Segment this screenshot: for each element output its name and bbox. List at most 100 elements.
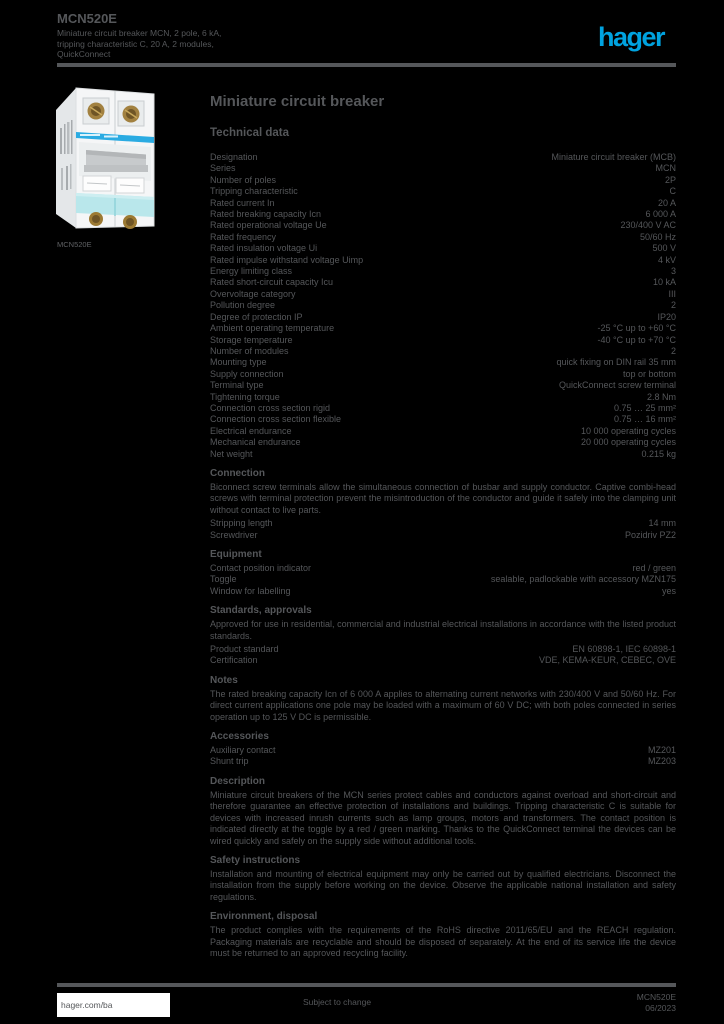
spec-label: Stripping length [210,518,273,529]
spec-label: Shunt trip [210,756,249,767]
spec-row: Rated insulation voltage Ui 500 V [210,243,676,254]
spec-row: Rated breaking capacity Icn 6 000 A [210,209,676,220]
spec-label: Tightening torque [210,391,280,402]
section: Description Miniature circuit breakers of… [210,776,676,847]
spec-label: Auxiliary contact [210,745,276,756]
spec-value: sealable, padlockable with accessory MZN… [490,574,676,585]
section-paragraph: Approved for use in residential, commerc… [210,619,676,641]
spec-label: Rated impulse withstand voltage Uimp [210,254,364,265]
spec-row: Rated current In 20 A [210,198,676,209]
spec-label: Window for labelling [210,585,291,596]
spec-value: red / green [632,563,676,573]
footer-meta-date: 06/2023 [645,1003,676,1013]
spec-value: 50/60 Hz [639,231,676,242]
spec-row: Mechanical endurance 20 000 operating cyc… [210,437,676,448]
spec-value: 0.215 kg [641,448,676,459]
spec-value: QuickConnect screw terminal [558,380,676,391]
spec-value: EN 60898-1, IEC 60898-1 [572,644,676,655]
product-image [56,87,155,229]
page-title: Miniature circuit breaker [210,93,385,110]
detail-sections: Connection Biconnect screw terminals allo… [210,468,676,959]
spec-value: 2P [664,174,676,185]
spec-row: Connection cross section flexible 0.75 … … [210,414,676,425]
section-heading: Equipment [210,549,262,560]
spec-row: Auxiliary contact MZ201 [210,745,676,756]
footer-meta-reference: MCN520E [636,992,676,1002]
section-heading: Standards, approvals [210,605,312,617]
section-heading: Accessories [210,731,269,743]
header-divider [57,63,676,67]
spec-row: Tripping characteristic C [210,186,676,197]
spec-label: Energy limiting class [210,266,293,277]
section-paragraph: Installation and mounting of electrical … [210,868,676,902]
spec-row: Tightening torque 2.8 Nm [210,392,676,403]
spec-label: Rated current In [210,197,275,208]
section-title-technical-data: Technical data [210,127,290,139]
spec-value: 20 000 operating cycles [580,437,676,448]
spec-value: 4 kV [657,254,676,265]
spec-value: MZ203 [647,756,676,767]
spec-value: top or bottom [622,368,676,379]
spec-row: Ambient operating temperature -25 °C up t… [210,323,676,334]
spec-row: Toggle sealable, padlockable with accesso… [210,574,676,585]
spec-label: Mechanical endurance [210,437,301,448]
section-paragraph: Miniature circuit breakers of the MCN se… [210,789,676,846]
section-paragraph: Biconnect screw terminals allow the simu… [210,481,676,515]
spec-label: Ambient operating temperature [210,323,335,334]
spec-value: Miniature circuit breaker (MCB) [551,152,676,162]
spec-value: yes [661,585,676,596]
spec-value: 10 000 operating cycles [580,425,676,436]
spec-label: Product standard [210,644,279,655]
spec-label: Terminal type [210,380,264,391]
spec-label: Series [210,163,236,174]
spec-row: Product standard EN 60898-1, IEC 60898-1 [210,644,676,655]
spec-value: IP20 [657,311,676,322]
spec-row: Contact position indicator red / green [210,563,676,574]
section-rows: Auxiliary contact MZ201 Shunt trip MZ203 [210,745,676,768]
section-heading: Connection [210,467,265,479]
spec-row: Screwdriver Pozidriv PZ2 [210,530,676,541]
spec-row: Series MCN [210,163,676,174]
spec-value: 6 000 A [645,209,676,220]
footer-meta: MCN520E 06/2023 [637,992,676,1014]
spec-row: Overvoltage category III [210,289,676,300]
section-paragraph: The rated breaking capacity Icn of 6 000… [210,688,676,722]
footer-divider [57,983,676,987]
spec-row: Number of modules 2 [210,346,676,357]
section: Notes The rated breaking capacity Icn of … [210,675,676,723]
section-heading: Notes [210,674,238,686]
spec-table: Designation Miniature circuit breaker (MC… [210,152,676,460]
section: Connection Biconnect screw terminals allo… [210,468,676,541]
spec-row: Certification VDE, KEMA-KEUR, CEBEC, OVE [210,655,676,666]
spec-row: Rated frequency 50/60 Hz [210,232,676,243]
section: Accessories Auxiliary contact MZ201 Shunt t… [210,731,676,768]
spec-row: Rated impulse withstand voltage Uimp 4 kV [210,255,676,266]
spec-row: Terminal type QuickConnect screw terminal [210,380,676,391]
section-paragraph: The product complies with the requiremen… [210,925,676,958]
spec-label: Connection cross section rigid [210,402,331,413]
spec-value: C [669,186,677,197]
product-image-caption: MCN520E [57,240,92,249]
spec-row: Supply connection top or bottom [210,369,676,380]
spec-value: 2.8 Nm [646,391,676,402]
spec-label: Mounting type [210,357,267,368]
spec-value: MCN [655,163,677,174]
spec-row: Pollution degree 2 [210,300,676,311]
hager-logo: hager [598,22,666,52]
section-heading: Description [210,775,266,787]
section: Standards, approvals Approved for use in … [210,605,676,667]
spec-value: 20 A [657,197,676,208]
section-rows: Contact position indicator red / green Tog… [210,563,676,597]
spec-row: Rated short-circuit capacity Icu 10 kA [210,277,676,288]
spec-value: -40 °C up to +70 °C [597,334,677,345]
footer-url-link[interactable]: hager.com/ba [61,1000,113,1010]
section: Equipment Contact position indicator red /… [210,549,676,597]
spec-row: Degree of protection IP IP20 [210,312,676,323]
spec-row: Designation Miniature circuit breaker (MC… [210,152,676,163]
spec-label: Rated operational voltage Ue [210,220,327,231]
section-heading: Environment, disposal [210,911,318,923]
spec-row: Energy limiting class 3 [210,266,676,277]
spec-value: 10 kA [652,277,676,288]
spec-value: 14 mm [648,518,676,529]
